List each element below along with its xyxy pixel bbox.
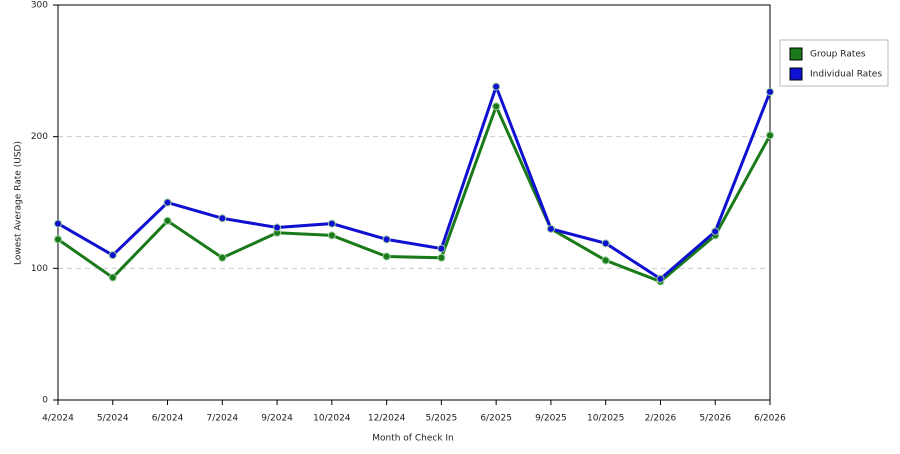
point (656, 274, 665, 283)
legend-label: Group Rates (810, 50, 866, 60)
point (711, 227, 720, 236)
point (437, 244, 446, 253)
legend-swatch (789, 67, 803, 81)
y-tick-label: 300 (31, 1, 48, 11)
point (108, 251, 117, 260)
point (163, 216, 172, 225)
point (218, 214, 227, 223)
y-tick-label: 0 (42, 396, 48, 406)
x-tick-label: 2/2026 (645, 414, 677, 424)
point (273, 223, 282, 232)
x-tick-label: 6/2024 (152, 414, 184, 424)
y-axis-label: Lowest Average Rate (USD) (14, 141, 24, 265)
plot-frame (57, 4, 771, 401)
x-axis-label: Month of Check In (372, 434, 454, 444)
x-tick-label: 4/2024 (42, 414, 74, 424)
point (546, 224, 555, 233)
x-tick-label: 10/2024 (313, 414, 351, 424)
series-line (57, 102, 772, 284)
point (766, 131, 774, 140)
point (382, 235, 391, 244)
point (382, 252, 391, 261)
point (108, 273, 117, 282)
y-tick-label: 200 (31, 132, 48, 142)
point (766, 87, 774, 96)
x-tick-label: 5/2026 (699, 414, 731, 424)
point (437, 253, 446, 262)
x-tick-label: 5/2025 (426, 414, 458, 424)
point (54, 235, 62, 244)
point (54, 219, 62, 228)
x-tick-label: 7/2024 (206, 414, 238, 424)
point (601, 256, 610, 265)
x-tick-label: 6/2026 (754, 414, 786, 424)
legend-swatch (789, 47, 803, 61)
point (218, 253, 227, 262)
point (492, 82, 501, 91)
point (327, 231, 336, 240)
x-tick-label: 9/2025 (535, 414, 567, 424)
y-tick-label: 100 (31, 264, 48, 274)
x-tick-label: 6/2025 (480, 414, 512, 424)
point (492, 102, 501, 111)
point (163, 198, 172, 207)
point (327, 219, 336, 228)
series-line (57, 82, 772, 281)
x-tick-label: 5/2024 (97, 414, 129, 424)
legend-label: Individual Rates (810, 70, 882, 80)
x-tick-label: 12/2024 (368, 414, 406, 424)
point (601, 239, 610, 248)
x-tick-label: 9/2024 (261, 414, 293, 424)
x-tick-label: 10/2025 (587, 414, 624, 424)
